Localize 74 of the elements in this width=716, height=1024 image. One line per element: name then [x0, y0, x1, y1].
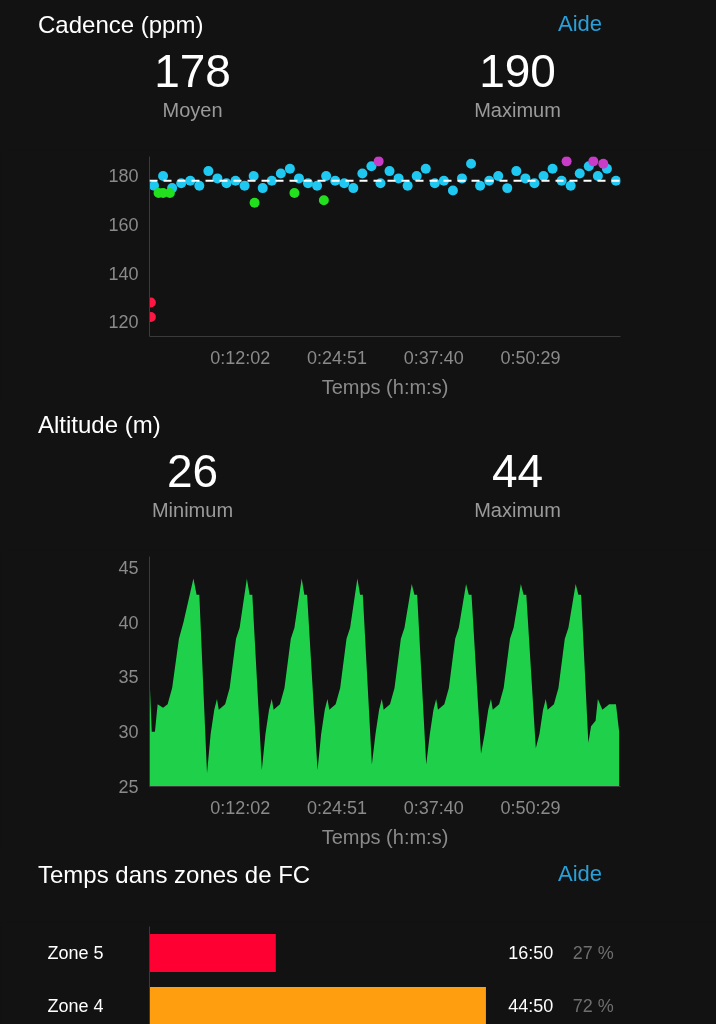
x-tick-label: 0:12:02: [210, 347, 271, 368]
x-axis-title: Temps (h:m:s): [321, 375, 449, 398]
point: [475, 180, 486, 191]
y-tick-label: 35: [118, 667, 139, 688]
point: [321, 170, 332, 181]
point: [257, 183, 268, 194]
point: [466, 158, 477, 169]
point: [373, 156, 384, 167]
chart-title: Cadence (ppm): [38, 10, 204, 40]
x-tick-label: 0:37:40: [403, 797, 464, 818]
point: [158, 170, 169, 181]
x-tick-label: 0:50:29: [500, 797, 561, 818]
point: [588, 156, 599, 167]
point: [493, 170, 504, 181]
text: Maximum: [473, 98, 562, 124]
data-label: 44:50: [508, 996, 554, 1016]
point: [547, 163, 558, 174]
y-tick-label: 120: [108, 312, 139, 333]
text: 26: [165, 445, 220, 498]
point: [357, 168, 368, 179]
text: 27 %: [572, 943, 614, 963]
point: [420, 163, 431, 174]
text: 72 %: [572, 996, 614, 1016]
x-tick-label: 0:24:51: [307, 347, 368, 368]
point: [348, 183, 359, 194]
x-tick-label: 0:37:40: [403, 347, 464, 368]
point: [339, 178, 350, 189]
x-tick-label: 0:12:02: [210, 797, 271, 818]
y-tick-label: 140: [108, 263, 139, 284]
text: Aide: [557, 860, 602, 888]
text: Minimum: [150, 498, 235, 524]
point: [592, 170, 603, 181]
point: [312, 180, 323, 191]
point: [275, 168, 286, 179]
point: [538, 170, 549, 181]
y-tick-label: 25: [118, 777, 139, 797]
text: Aide: [557, 10, 602, 38]
point: [574, 168, 585, 179]
y-tick-label: 30: [118, 722, 139, 743]
y-tick-label: 45: [118, 557, 139, 578]
text: Moyen: [161, 98, 224, 124]
point: [284, 163, 295, 174]
chart-title: Temps dans zones de FC: [38, 860, 311, 890]
y-tick-label: 40: [118, 612, 139, 633]
point: [239, 180, 250, 191]
point: [289, 188, 300, 198]
text: 190: [478, 45, 557, 98]
point: [203, 166, 214, 177]
point: [366, 161, 377, 172]
chart-title: Altitude (m): [38, 410, 161, 440]
text: 178: [153, 45, 232, 98]
point: [511, 166, 522, 177]
point: [411, 170, 422, 181]
point: [598, 158, 609, 169]
y-tick-label: 180: [108, 166, 139, 187]
point: [293, 173, 304, 184]
y-tick-label: 160: [108, 215, 139, 236]
point: [561, 156, 572, 167]
point: [502, 183, 513, 194]
y-tick-label: Zone 5: [47, 943, 104, 963]
point: [384, 166, 395, 177]
point: [318, 195, 329, 206]
point: [447, 185, 458, 196]
x-axis-title: Temps (h:m:s): [321, 825, 449, 848]
x-tick-label: 0:24:51: [307, 797, 368, 818]
point: [248, 170, 259, 181]
text: 44: [490, 445, 545, 498]
point: [194, 180, 205, 191]
point: [565, 180, 576, 191]
text: Maximum: [473, 498, 562, 524]
x-tick-label: 0:50:29: [500, 347, 561, 368]
y-tick-label: Zone 4: [47, 996, 104, 1016]
data-label: 16:50: [508, 943, 554, 963]
point: [249, 197, 260, 208]
